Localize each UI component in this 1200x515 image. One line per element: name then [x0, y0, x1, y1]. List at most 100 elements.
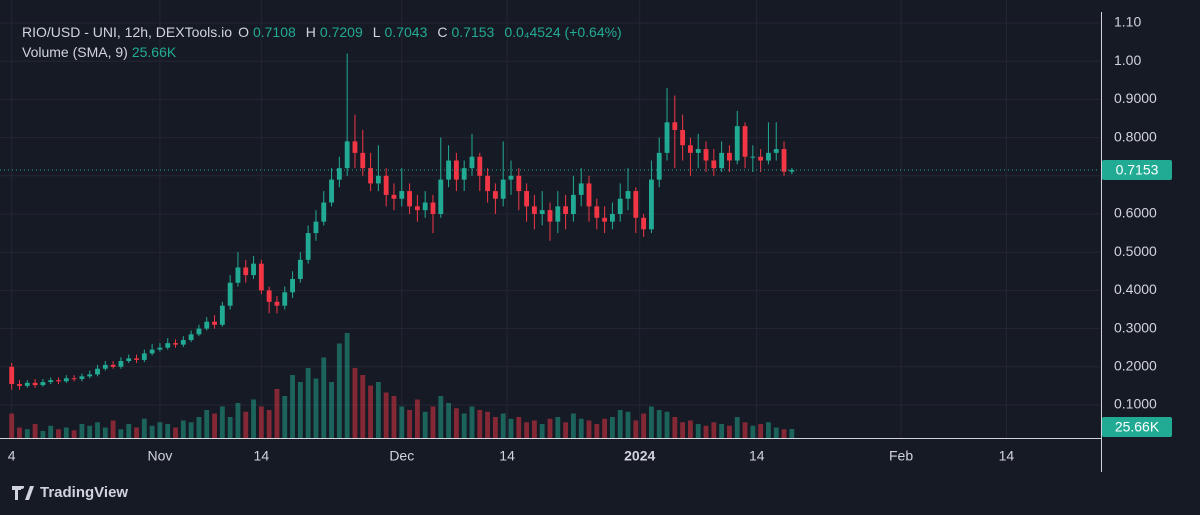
volume-bar [524, 422, 530, 438]
candle-body [63, 378, 69, 382]
volume-bar [204, 410, 210, 438]
candle-body [360, 152, 366, 169]
x-tick-label: 14 [999, 448, 1015, 464]
candle-body [24, 382, 30, 386]
candle-body [672, 122, 678, 130]
candle-body [17, 383, 22, 386]
volume-bar [547, 418, 553, 438]
volume-bar [485, 411, 491, 438]
candle-body [422, 202, 428, 211]
candle-body [56, 380, 61, 382]
candle-body [485, 175, 491, 192]
brand-name: TradingView [40, 484, 129, 501]
y-tick-label: 0.1000 [1114, 396, 1157, 412]
volume-bar [656, 410, 662, 438]
candle-body [688, 145, 693, 153]
candle-body [711, 160, 717, 169]
candle-body [430, 202, 436, 214]
candle-body [594, 206, 600, 218]
candle-body [617, 198, 623, 214]
volume-bar [688, 420, 693, 438]
candle-body [531, 206, 537, 214]
volume-bar [344, 333, 350, 438]
candle-body [524, 191, 530, 207]
candle-body [734, 126, 740, 161]
candle-body [180, 340, 186, 345]
volume-bar [609, 417, 615, 438]
volume-bar [742, 422, 748, 438]
candle-body [251, 263, 256, 276]
volume-bar [165, 424, 171, 438]
y-tick-label: 0.8000 [1114, 128, 1157, 144]
volume-bar [469, 406, 475, 438]
candle-body [781, 149, 787, 172]
volume-bar [368, 385, 373, 438]
candle-body [336, 168, 342, 180]
candle-body [664, 122, 670, 153]
candle-body [290, 278, 295, 293]
candle-body [9, 366, 15, 384]
volume-title: Volume (SMA, 9) [22, 44, 128, 60]
ohlc-label: O [238, 24, 249, 40]
y-tick-label: 1.10 [1114, 14, 1141, 30]
y-tick-label: 0.5000 [1114, 243, 1157, 259]
candle-body [547, 210, 553, 222]
volume-bar [594, 424, 600, 438]
volume-bar [516, 417, 522, 438]
candle-body [305, 233, 311, 260]
volume-bar [399, 406, 405, 438]
volume-bar [750, 425, 756, 438]
volume-bar [727, 425, 732, 438]
candle-body [258, 263, 264, 291]
candle-body [633, 191, 639, 218]
volume-bar [313, 378, 319, 438]
volume-bar [290, 375, 295, 438]
candle-body [321, 202, 327, 222]
volume-bar [649, 406, 654, 438]
x-tick-label: 14 [254, 448, 270, 464]
volume-bar [352, 368, 358, 438]
y-tick-label: 0.3000 [1114, 319, 1157, 335]
candle-body [516, 175, 522, 192]
volume-bar [134, 427, 139, 438]
change-value: 0.0₄4524 (+0.64%) [504, 24, 622, 40]
x-tick-label: Feb [889, 448, 913, 464]
volume-bar [539, 424, 545, 438]
candle-body [399, 191, 405, 199]
volume-bar [758, 424, 764, 438]
last-price-label: 0.7153 [1116, 162, 1159, 178]
x-tick-label: Dec [389, 448, 414, 464]
volume-bar [672, 417, 678, 438]
volume-bar [24, 429, 30, 438]
candle-body [40, 382, 46, 386]
candle-body [79, 376, 85, 380]
volume-bar [9, 413, 15, 438]
candle-body [227, 282, 233, 306]
candle-body [641, 217, 647, 230]
candle-body [141, 353, 147, 360]
last-volume-label: 25.66K [1115, 419, 1160, 435]
y-tick-label: 1.00 [1114, 52, 1141, 68]
brand-logo [12, 485, 34, 500]
candle-body [329, 179, 334, 203]
volume-bar [453, 408, 459, 438]
candle-body [126, 358, 132, 362]
candle-body [789, 169, 795, 172]
volume-bar [110, 420, 116, 438]
volume-bar [555, 417, 561, 438]
volume-bar [625, 411, 631, 438]
volume-bar [789, 429, 795, 438]
candle-body [742, 126, 748, 157]
candle-body [235, 267, 241, 283]
candle-body [118, 361, 124, 367]
candle-body [727, 152, 732, 161]
volume-bar [297, 382, 303, 438]
candle-body [578, 183, 584, 195]
open-value: 0.7108 [252, 24, 296, 40]
volume-bar [251, 399, 256, 438]
volume-bar [212, 413, 217, 438]
x-tick-label: 2024 [624, 448, 655, 464]
y-tick-label: 0.2000 [1114, 357, 1157, 373]
volume-bar [329, 382, 334, 438]
